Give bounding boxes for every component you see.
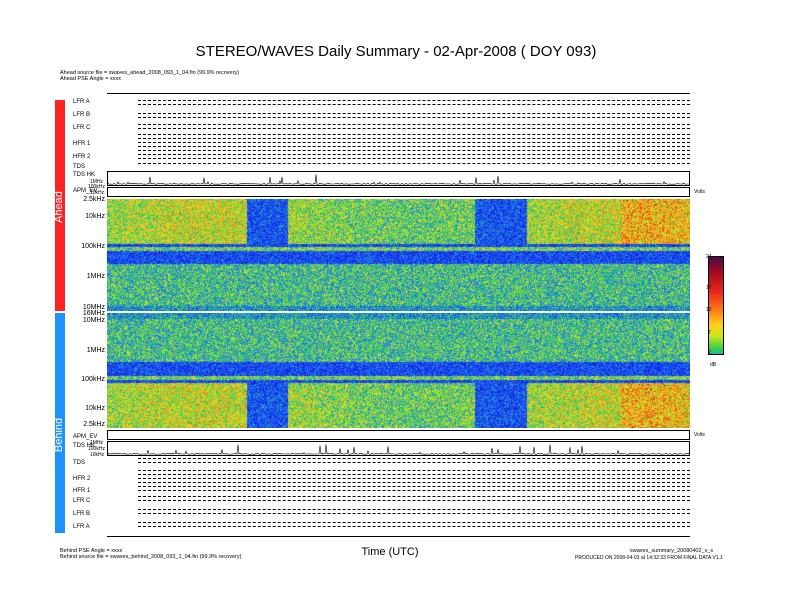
behind-tds-hk-panel [107, 441, 690, 456]
behind-row-label: TDS HK [73, 443, 96, 449]
status-line [138, 509, 690, 510]
behind-row-label: LFR C [73, 498, 91, 504]
status-line [138, 138, 690, 139]
hk-trace-line [107, 174, 689, 185]
freq-tick-behind: 10kHz [85, 405, 105, 412]
behind-source-text: Behind source file = swaves_behind_2008_… [60, 554, 242, 560]
status-line [138, 513, 690, 514]
ahead-row-label: HFR 1 [73, 141, 91, 147]
status-line [138, 474, 690, 475]
hk-behind-tick-mid: 100kHz [88, 446, 105, 452]
behind-row-label: HFR 2 [73, 476, 91, 482]
freq-tick-ahead: 10kHz [85, 213, 105, 220]
status-line [138, 142, 690, 143]
ahead-hk-trace [107, 174, 689, 185]
status-line [138, 134, 690, 135]
ahead-row-label: LFR B [73, 112, 91, 118]
hk-behind-tick-top: 1MHz [90, 440, 104, 446]
freq-tick-behind: 1MHz [86, 347, 105, 354]
ahead-row-label: LFR A [73, 99, 90, 105]
ahead-row-label: TDS HK [73, 172, 96, 178]
produced-text: PRODUCED ON 2008-04-03 at 14:32:33 FROM … [575, 555, 723, 561]
ahead-tds-hk-panel [107, 171, 690, 186]
ahead-volts-label: Volts [694, 189, 705, 195]
behind-row-label: LFR B [73, 511, 91, 517]
ahead-spectrogram [107, 199, 690, 311]
status-line [138, 150, 690, 151]
behind-hk-trace [107, 444, 690, 455]
colorbar-unit: dB [710, 362, 717, 368]
colorbar-tick: 12 [706, 307, 712, 313]
behind-volts-label: Volts [694, 432, 705, 438]
ahead-row-label: APM_EV [73, 188, 98, 194]
status-line [138, 526, 690, 527]
ahead-source-text: Ahead source file = swaves_ahead_2008_09… [60, 70, 240, 76]
behind-row-label: HFR 1 [73, 488, 91, 494]
chart-title: STEREO/WAVES Daily Summary - 02-Apr-2008… [195, 43, 597, 60]
behind-angle-text: Behind PSE Angle = xxxx [60, 548, 123, 554]
x-axis-label: Time (UTC) [361, 546, 419, 558]
status-line [138, 486, 690, 487]
ahead-apm-panel [107, 187, 690, 197]
bottom-time-axis [107, 536, 690, 537]
freq-tick-ahead: 10MHz [82, 304, 105, 311]
status-line [138, 458, 690, 459]
freq-tick-ahead: 16MHz [82, 310, 105, 317]
status-line [138, 482, 690, 483]
status-line [138, 470, 690, 471]
status-line [138, 163, 690, 164]
freq-tick-ahead: 2.5kHz [83, 196, 105, 203]
colorbar-tick: 24 [706, 254, 712, 260]
top-time-axis [107, 93, 690, 94]
hk-ahead-tick-mid: 100kHz [88, 184, 105, 190]
status-line [138, 500, 690, 501]
ahead-bar [55, 100, 65, 311]
status-line [138, 478, 690, 479]
behind-label: Behind [53, 417, 65, 453]
hk-ahead-tick-bot: 10kHz [90, 190, 105, 196]
hk-behind-tick-bot: 10kHz [90, 452, 105, 458]
freq-tick-ahead: 1MHz [86, 273, 105, 280]
behind-row-label: TDS [73, 460, 85, 466]
hk-ahead-tick-top: 1MHz [90, 179, 104, 185]
ahead-row-label: TDS [73, 164, 85, 170]
behind-row-label: APM_EV [73, 434, 98, 440]
hk-trace-line [107, 444, 690, 455]
freq-tick-behind: 10MHz [82, 317, 105, 324]
status-line [138, 522, 690, 523]
status-line [138, 490, 690, 491]
status-line [138, 100, 690, 101]
status-line [138, 154, 690, 155]
freq-tick-behind: 100kHz [81, 376, 105, 383]
colorbar-tick: 7 [708, 330, 711, 336]
freq-tick-ahead: 100kHz [81, 243, 105, 250]
status-line [138, 117, 690, 118]
status-line [138, 104, 690, 105]
ahead-label: Ahead [53, 191, 65, 223]
behind-apm-panel [107, 430, 690, 440]
ahead-row-label: LFR C [73, 125, 91, 131]
status-line [138, 158, 690, 159]
status-line [138, 496, 690, 497]
plot-file-text: swaves_summary_20080402_v_s [630, 548, 714, 554]
status-line [138, 124, 690, 125]
ahead-row-label: HFR 2 [73, 154, 91, 160]
colorbar-tick: 17 [706, 285, 712, 291]
status-line [138, 462, 690, 463]
behind-row-label: LFR A [73, 524, 90, 530]
status-line [138, 146, 690, 147]
behind-spectrogram [107, 313, 690, 428]
status-line [138, 128, 690, 129]
colorbar [708, 256, 724, 355]
colorbar-tick: 2 [708, 350, 711, 356]
freq-tick-behind: 2.5kHz [83, 421, 105, 428]
status-line [138, 113, 690, 114]
ahead-angle-text: Ahead PSE Angle = xxxx [60, 76, 121, 82]
behind-bar [55, 313, 65, 533]
